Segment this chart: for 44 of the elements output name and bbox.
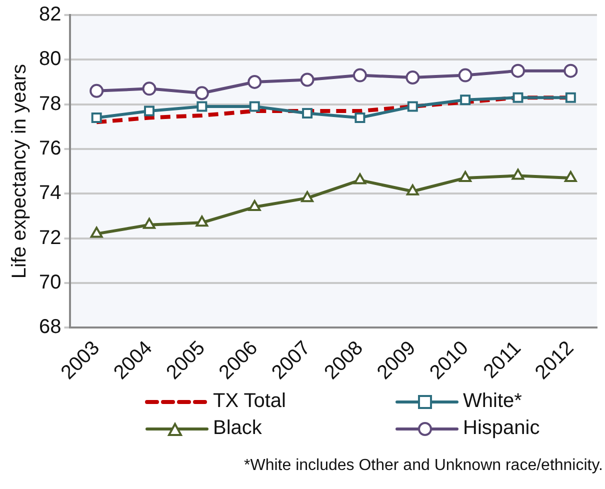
- point: [248, 200, 261, 212]
- point: [406, 70, 420, 85]
- point: [564, 64, 578, 78]
- legend-label: TX Total: [213, 390, 286, 413]
- y-tick-label: 74: [38, 182, 62, 204]
- point: [300, 72, 314, 87]
- point: [196, 216, 208, 227]
- point: [302, 108, 313, 118]
- point: [196, 101, 208, 112]
- point: [459, 170, 472, 182]
- y-tick-label: 76: [38, 137, 62, 160]
- point: [144, 106, 154, 116]
- point: [142, 82, 156, 96]
- y-axis-title: Life expectancy in years: [8, 64, 31, 279]
- point: [352, 68, 367, 82]
- point: [565, 92, 576, 103]
- point: [90, 226, 103, 238]
- point: [512, 168, 524, 180]
- point: [248, 74, 262, 89]
- y-tick-label: 72: [38, 226, 62, 249]
- point: [354, 112, 366, 123]
- point: [301, 191, 314, 202]
- point: [249, 101, 260, 112]
- point: [354, 173, 366, 184]
- point: [564, 170, 577, 182]
- point: [406, 184, 419, 196]
- legend-label: Hispanic: [463, 417, 540, 440]
- y-tick-label: 82: [38, 4, 62, 26]
- point: [460, 94, 471, 106]
- text: *White includes Other and Unknown race/ethnicity.: [244, 457, 603, 475]
- point: [194, 86, 209, 100]
- y-tick-label: 80: [38, 48, 62, 70]
- y-tick-label: 78: [38, 92, 62, 115]
- point: [407, 101, 418, 112]
- legend-label: Black: [213, 417, 262, 440]
- point: [512, 92, 524, 103]
- point: [90, 84, 104, 98]
- point: [510, 64, 525, 78]
- y-tick-label: 68: [38, 316, 62, 338]
- point: [458, 68, 472, 82]
- y-tick-label: 70: [38, 271, 62, 294]
- legend-label: White*: [463, 390, 522, 413]
- point: [91, 112, 102, 123]
- point: [143, 218, 156, 229]
